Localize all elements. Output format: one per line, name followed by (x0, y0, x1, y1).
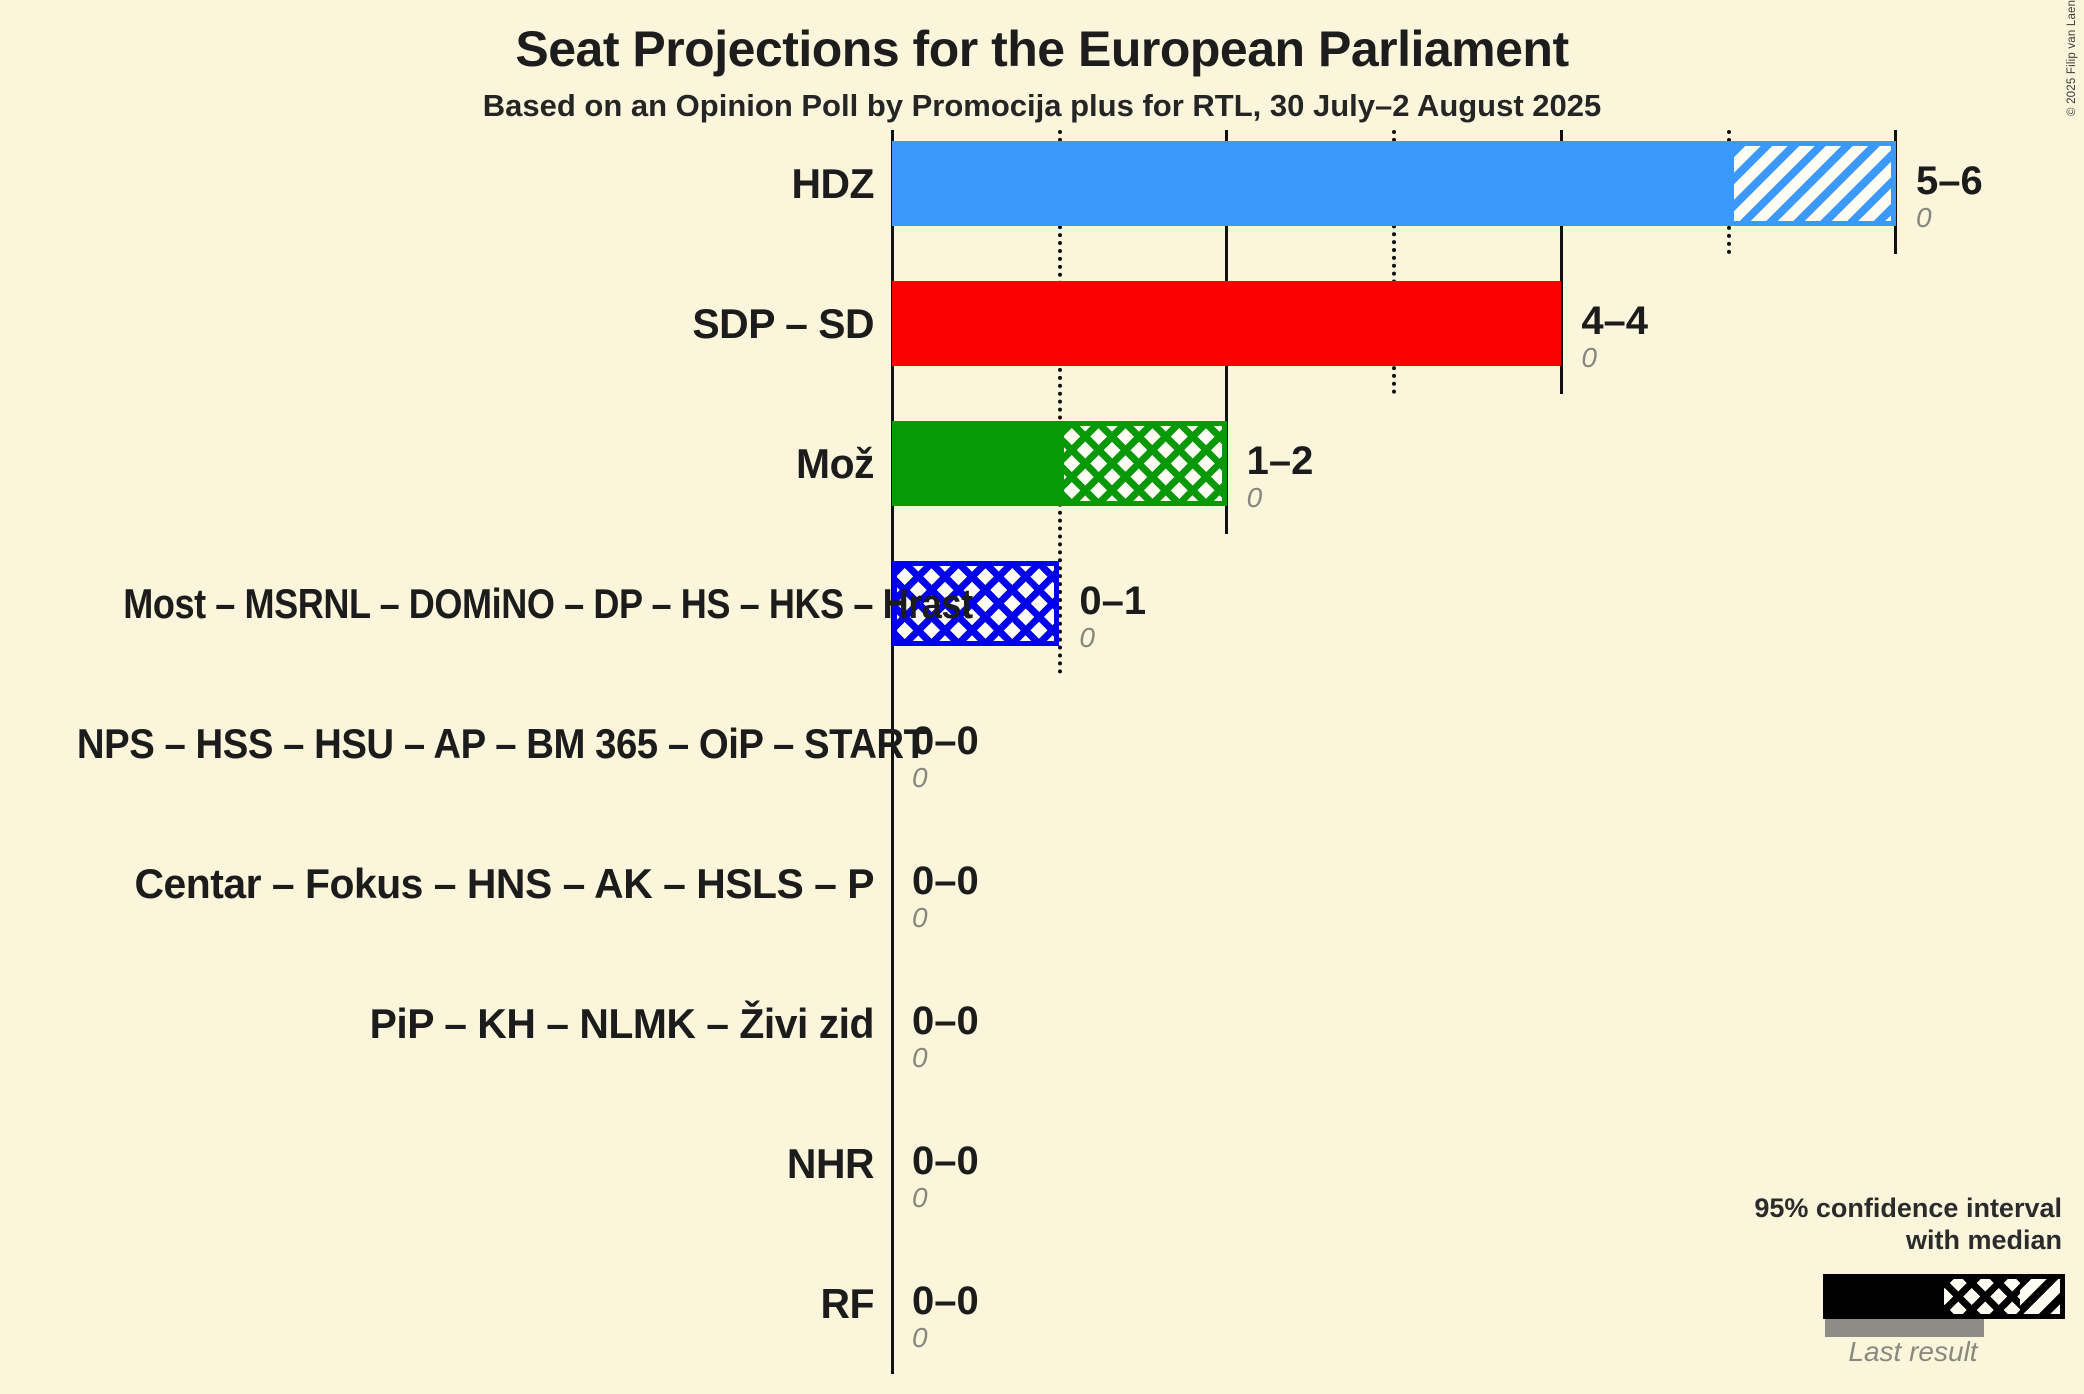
ci-range-label: 0–0 (912, 719, 979, 763)
last-result-value: 0 (912, 1042, 928, 1073)
x-gridline-dotted (1057, 130, 1062, 674)
legend-ci-line2: with median (1905, 1225, 2062, 1255)
bar-segment-cross (1059, 421, 1227, 506)
last-result-value: 0 (1079, 622, 1095, 653)
bar-segment-solid (892, 141, 1729, 226)
last-result-value: 0 (1581, 342, 1597, 373)
chart-subtitle: Based on an Opinion Poll by Promocija pl… (482, 88, 1602, 123)
last-result-value: 0 (912, 902, 928, 933)
party-label: Mož (796, 440, 874, 487)
legend-ci-text: 95% confidence interval with median (1462, 1192, 2062, 1256)
party-label: RF (820, 1280, 874, 1327)
ci-range-label: 4–4 (1581, 299, 1649, 343)
legend-last-result-swatch (1825, 1319, 1984, 1337)
bar-segment-solid (892, 421, 1060, 506)
bar-segment-diagonal (1728, 141, 1896, 226)
ci-range-label: 0–0 (912, 999, 979, 1043)
legend-ci-diagonal-swatch (2020, 1279, 2060, 1314)
x-gridline-dotted (1392, 130, 1397, 394)
value-labels: 1–2 0 (1247, 439, 1314, 513)
legend-ci-solid-swatch (1828, 1279, 1944, 1314)
party-label: SDP – SD (692, 300, 874, 347)
x-gridline-solid (890, 130, 894, 1374)
ci-range-label: 0–0 (912, 1139, 979, 1183)
value-labels: 0–1 0 (1079, 579, 1146, 653)
ci-range-label: 5–6 (1915, 159, 1983, 203)
last-result-value: 0 (1915, 202, 1932, 233)
party-label: HDZ (791, 160, 874, 207)
x-gridline-solid (1559, 130, 1563, 394)
chart-title: Seat Projections for the European Parlia… (515, 21, 1569, 77)
value-labels: 0–0 0 (912, 1139, 979, 1213)
value-labels: 0–0 0 (912, 859, 979, 933)
bar-segment-solid (892, 281, 1562, 366)
party-label: PiP – KH – NLMK – Živi zid (369, 1000, 875, 1047)
ci-range-label: 0–0 (912, 859, 979, 903)
value-labels: 0–0 0 (912, 999, 979, 1073)
last-result-value: 0 (912, 1182, 928, 1213)
party-label: NHR (786, 1140, 875, 1187)
ci-range-label: 0–0 (912, 1279, 979, 1323)
party-label: Most – MSRNL – DOMiNO – DP – HS – HKS – … (123, 580, 973, 627)
x-gridline-solid (1894, 130, 1898, 254)
ci-range-label: 0–1 (1079, 579, 1147, 623)
bar-segment-cross (892, 561, 1060, 646)
legend-last-result-label: Last result (1848, 1336, 1978, 1367)
value-labels: 5–6 0 (1916, 159, 1983, 233)
last-result-value: 0 (912, 762, 928, 793)
value-labels: 0–0 0 (912, 1279, 979, 1353)
last-result-value: 0 (912, 1322, 928, 1353)
legend-ci-line1: 95% confidence interval (1754, 1193, 2062, 1223)
value-labels: 4–4 0 (1581, 299, 1648, 373)
legend-ci-crosshatch-swatch (1944, 1279, 2020, 1314)
value-labels: 0–0 0 (912, 719, 979, 793)
last-result-value: 0 (1246, 482, 1263, 513)
legend-ci-bar (1823, 1274, 2065, 1319)
party-label: NPS – HSS – HSU – AP – BM 365 – OiP – ST… (76, 720, 927, 767)
party-label: Centar – Fokus – HNS – AK – HSLS – P (134, 860, 875, 907)
ci-range-label: 1–2 (1246, 439, 1314, 483)
